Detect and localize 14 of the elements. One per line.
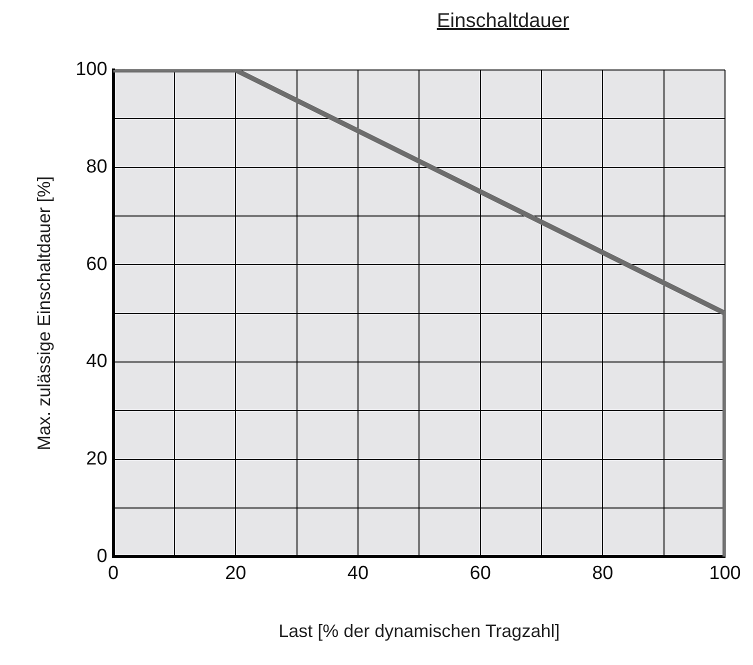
- x-tick-label: 20: [225, 563, 246, 584]
- x-axis-title: Last [% der dynamischen Tragzahl]: [278, 621, 560, 642]
- y-tick-label: 80: [86, 156, 108, 178]
- y-tick-label: 40: [86, 351, 108, 372]
- chart-title: Einschaltdauer: [436, 10, 570, 33]
- y-tick-label: 0: [96, 546, 108, 567]
- x-tick-label: 40: [347, 563, 369, 584]
- y-axis-title: Max. zulässige Einschaltdauer [%]: [34, 176, 54, 450]
- y-tick-label: 60: [86, 254, 108, 275]
- x-tick-label: 60: [470, 563, 491, 584]
- y-tick-label: 20: [86, 448, 108, 470]
- x-tick-label: 80: [592, 563, 614, 584]
- x-tick-label: 100: [709, 563, 741, 584]
- y-tick-label: 100: [76, 59, 108, 80]
